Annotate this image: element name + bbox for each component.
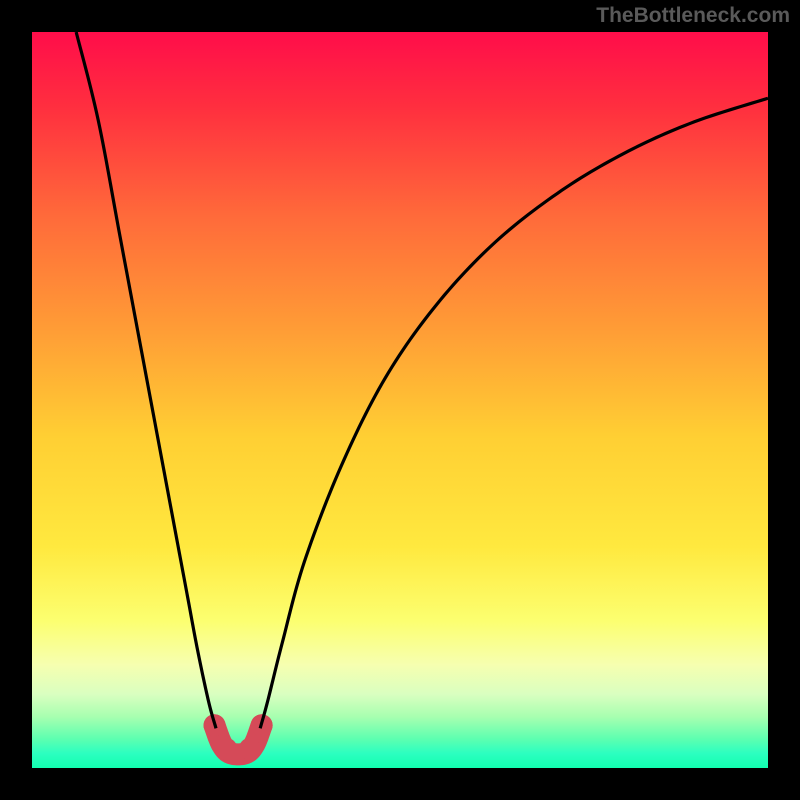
chart-svg [32, 32, 768, 768]
chart-container: TheBottleneck.com [0, 0, 800, 800]
bottleneck-dot [215, 738, 237, 760]
bottleneck-dot [239, 738, 261, 760]
gradient-background [32, 32, 768, 768]
plot-area [32, 32, 768, 768]
watermark-text: TheBottleneck.com [596, 4, 790, 28]
